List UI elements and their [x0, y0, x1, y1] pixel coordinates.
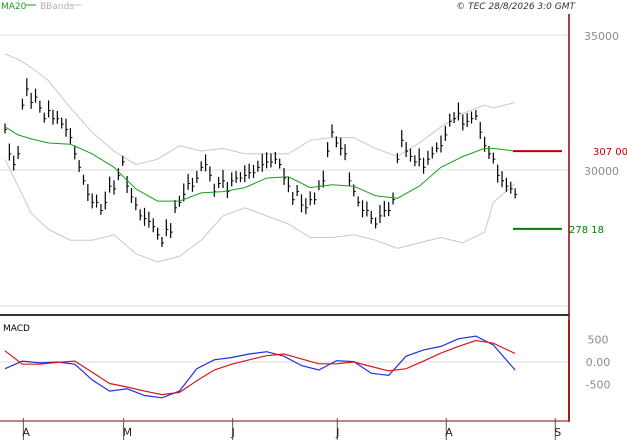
x-axis-month-label: J: [335, 426, 339, 439]
x-axis-month-label: S: [554, 426, 561, 439]
macd-panel: 500 0.00 -500: [0, 334, 611, 399]
price-y-tick-label: 30000: [584, 165, 619, 178]
x-axis-month-label: A: [445, 426, 453, 439]
price-panel: 35000 30000 307 00 278 18: [0, 30, 627, 307]
x-axis-month-label: A: [22, 426, 30, 439]
x-axis-month-label: M: [123, 426, 133, 439]
macd-y-tick-label: 0.00: [586, 356, 611, 369]
bbands-line: [4, 53, 516, 166]
bbands-line: [4, 158, 516, 263]
ma-legend-label: MA20: [1, 2, 27, 12]
resistance-level-label: 307 00: [593, 147, 627, 158]
copyright-label: © TEC 28/8/2026 3:0 GMT: [456, 2, 576, 12]
price-y-tick-label: 35000: [584, 30, 619, 43]
chart-frame: [0, 14, 570, 422]
macd-title: MACD: [3, 324, 30, 334]
support-level-label: 278 18: [569, 225, 604, 236]
macd-line: [4, 335, 516, 399]
signal-line: [4, 339, 516, 396]
macd-y-tick-label: 500: [588, 334, 609, 347]
ma20-line: [4, 126, 516, 202]
bbands-legend-label: BBands: [40, 2, 74, 12]
macd-y-tick-label: -500: [586, 378, 611, 391]
x-axis-month-label: J: [231, 426, 235, 439]
